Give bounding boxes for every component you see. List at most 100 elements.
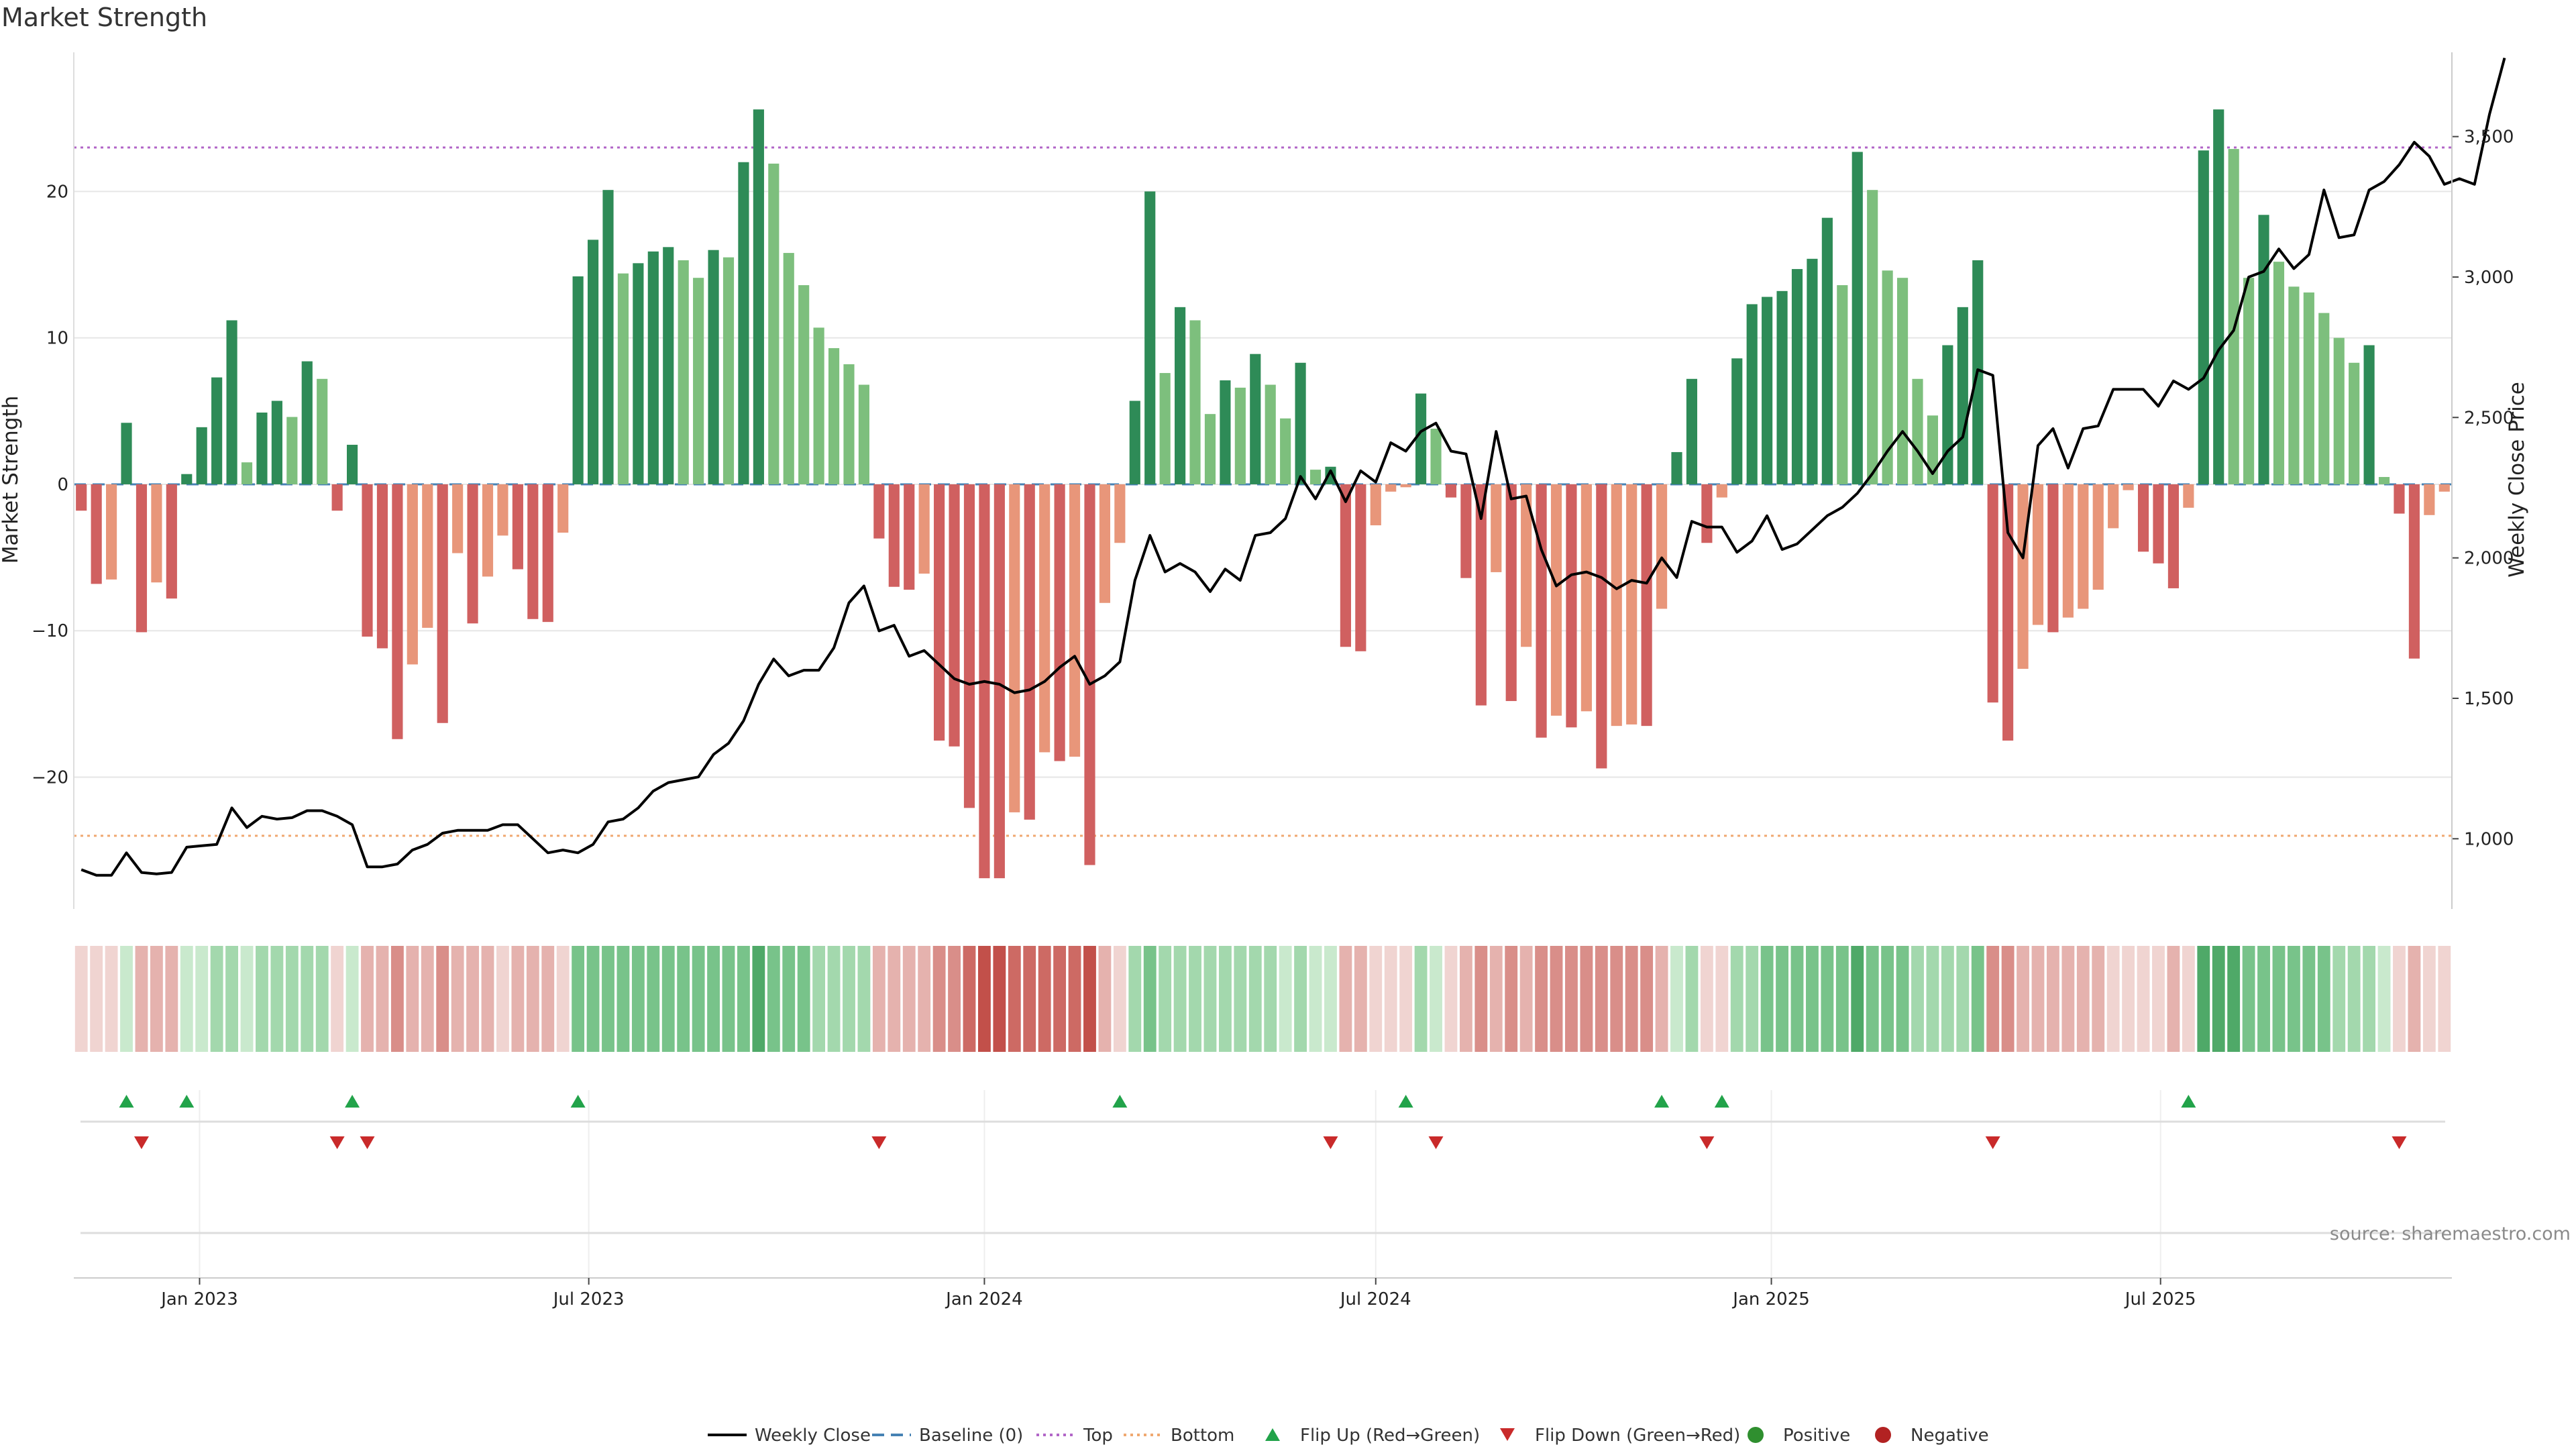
strength-bar [2408, 484, 2420, 659]
heat-cell [180, 946, 193, 1052]
heat-cell [722, 946, 735, 1052]
heat-cell [977, 946, 991, 1052]
x-tick-label: Jul 2024 [1339, 1289, 1411, 1309]
strength-bar [2078, 484, 2089, 609]
heat-cell [918, 946, 931, 1052]
heat-cell [1685, 946, 1699, 1052]
heat-cell [496, 946, 509, 1052]
strength-bar [1505, 484, 1517, 702]
heat-cell [2197, 946, 2210, 1052]
strength-bar [437, 484, 448, 723]
heat-cell [2242, 946, 2255, 1052]
heat-cell [331, 946, 344, 1052]
heat-cell [827, 946, 841, 1052]
strength-bar [2394, 484, 2405, 514]
heat-cell [1625, 946, 1638, 1052]
heat-cell [1565, 946, 1578, 1052]
heat-cell [90, 946, 103, 1052]
strength-bar [693, 278, 704, 484]
strength-bar [753, 109, 764, 484]
strength-bar [1415, 393, 1427, 484]
legend-label: Bottom [1171, 1426, 1234, 1446]
strength-bar [1867, 190, 1878, 484]
strength-bar [452, 484, 464, 553]
strength-bar [2153, 484, 2164, 564]
strength-bar [1054, 484, 1065, 761]
strength-bar [1957, 307, 1968, 484]
strength-bar [904, 484, 915, 590]
heat-cell [150, 946, 163, 1052]
heat-cell [2257, 946, 2270, 1052]
legend-label: Baseline (0) [919, 1426, 1023, 1446]
heat-cell [1264, 946, 1277, 1052]
strength-bar [2228, 149, 2239, 484]
legend: Weekly Close Baseline (0) Top Bottom Flip Up… [708, 1426, 1989, 1446]
heat-cell [692, 946, 705, 1052]
heat-cell [707, 946, 720, 1052]
strength-bar [1009, 484, 1020, 812]
y-tick-label-right: 2,000 [2464, 549, 2514, 569]
strength-bar [2318, 313, 2330, 484]
heat-cell [1294, 946, 1307, 1052]
heat-cell [993, 946, 1006, 1052]
source-credit: source: sharemaestro.com [2330, 1224, 2571, 1244]
heat-cell [2272, 946, 2286, 1052]
heat-cell [1746, 946, 1759, 1052]
legend-label: Top [1083, 1426, 1113, 1446]
strength-bar [1746, 304, 1758, 484]
strength-bar [2062, 484, 2074, 618]
heat-cell [677, 946, 690, 1052]
x-tick-label: Jul 2025 [2124, 1289, 2196, 1309]
heat-cell [285, 946, 299, 1052]
strength-bar [1099, 484, 1110, 603]
heat-cell [390, 946, 404, 1052]
strength-bar [121, 423, 132, 484]
flip-up-marker [570, 1095, 586, 1108]
strength-bar [994, 484, 1005, 879]
heat-cell [1489, 946, 1503, 1052]
strength-bar [1731, 358, 1743, 484]
heat-cell [2167, 946, 2180, 1052]
strength-bar [1686, 378, 1698, 484]
strength-bar [1491, 484, 1502, 572]
heat-cell [195, 946, 209, 1052]
heat-cell [1896, 946, 1909, 1052]
heat-cell [2106, 946, 2120, 1052]
heat-cell [1640, 946, 1654, 1052]
heat-cell [602, 946, 614, 1052]
strength-bar [2167, 484, 2179, 588]
strength-bar [2108, 484, 2119, 529]
y-tick-label-right: 3,000 [2464, 268, 2514, 288]
legend-label: Flip Down (Green→Red) [1535, 1426, 1740, 1446]
legend-swatch-dot [1875, 1427, 1891, 1443]
heat-cell [361, 946, 374, 1052]
strength-bar [557, 484, 569, 533]
legend-label: Positive [1783, 1426, 1850, 1446]
strength-bar [934, 484, 945, 741]
strength-bar [949, 484, 960, 747]
heat-cell [2061, 946, 2075, 1052]
strength-bar [1340, 484, 1351, 647]
strength-bar [1821, 217, 1833, 484]
heat-cell [1911, 946, 1924, 1052]
heat-cell [1053, 946, 1067, 1052]
strength-bar [151, 484, 162, 583]
heat-cell [256, 946, 268, 1052]
strength-bar [1084, 484, 1095, 865]
strength-bar [166, 484, 177, 599]
strength-bar [1129, 400, 1140, 484]
x-tick-label: Jul 2023 [552, 1289, 625, 1309]
strength-bar [888, 484, 900, 587]
flip-markers-panel [80, 1090, 2445, 1278]
strength-bar [1400, 484, 1411, 488]
heat-cell [481, 946, 494, 1052]
heat-cell [120, 946, 133, 1052]
heat-cell [1550, 946, 1563, 1052]
strength-bar [1309, 470, 1322, 484]
strength-bar [1596, 484, 1607, 769]
strength-bar [1189, 320, 1201, 484]
heat-cell [210, 946, 223, 1052]
y-tick-label-left: 10 [46, 329, 68, 349]
heat-cell [1474, 946, 1488, 1052]
